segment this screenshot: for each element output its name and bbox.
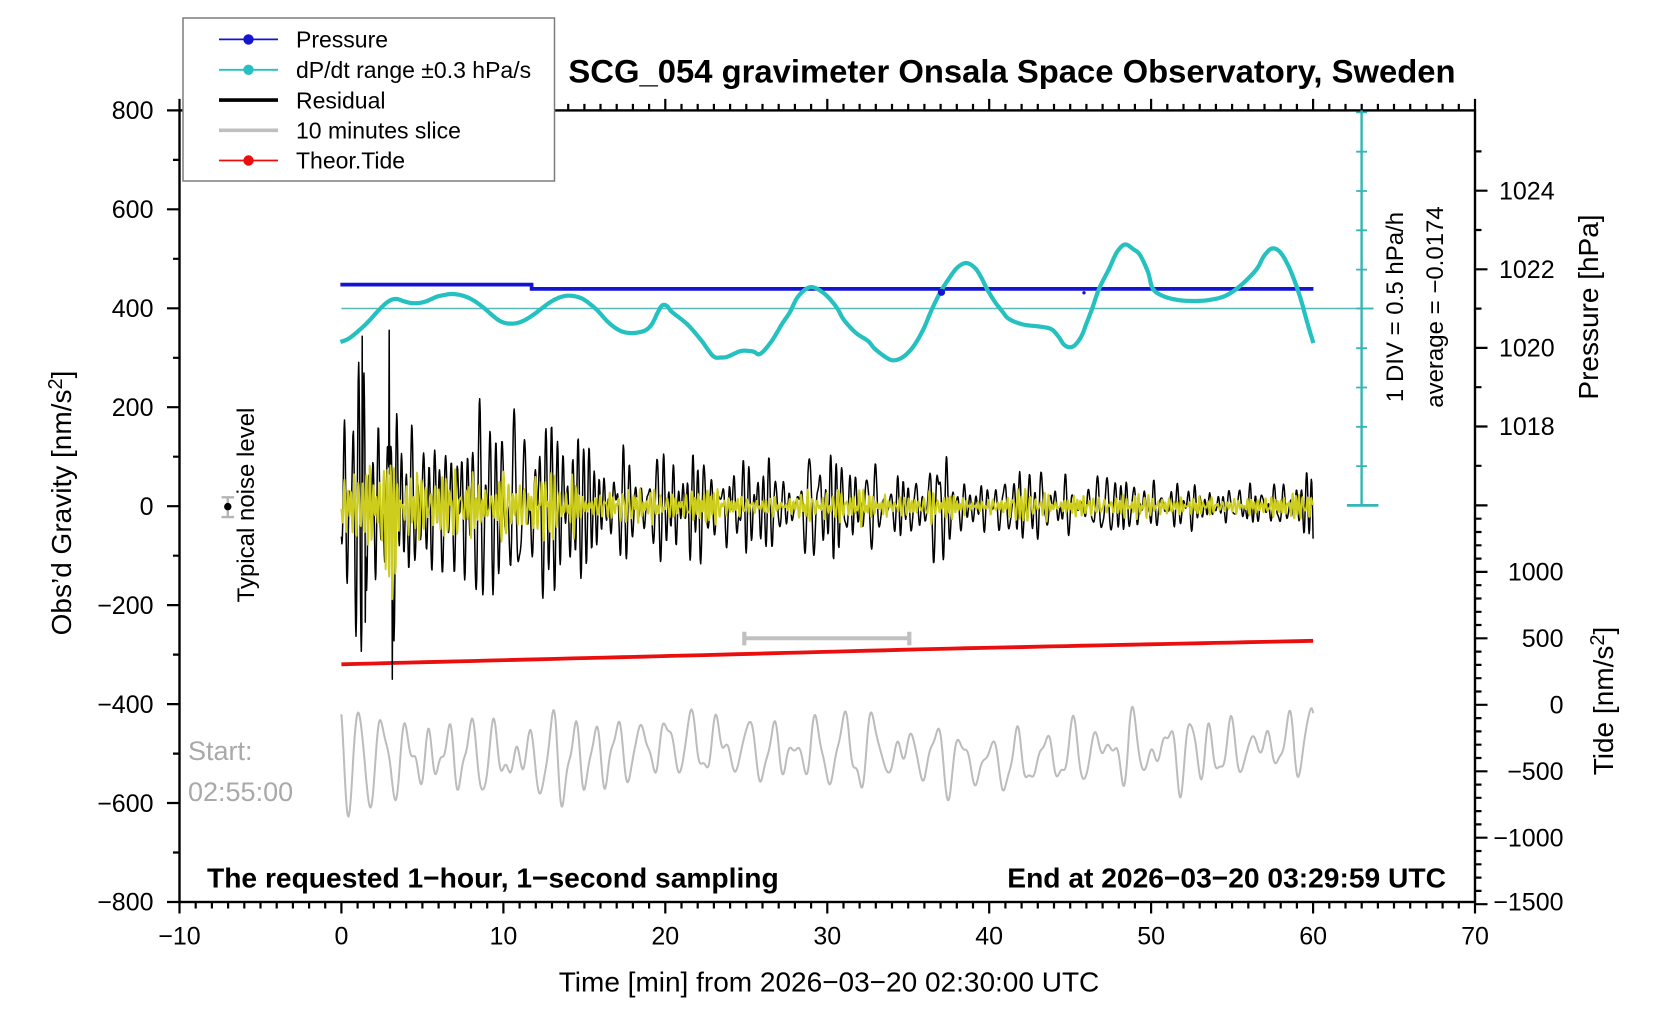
svg-text:500: 500 (1522, 625, 1564, 653)
svg-text:400: 400 (112, 295, 154, 323)
svg-text:1018: 1018 (1499, 413, 1555, 441)
svg-text:40: 40 (975, 923, 1003, 951)
svg-text:10: 10 (489, 923, 517, 951)
svg-text:−500: −500 (1507, 758, 1563, 786)
svg-text:1022: 1022 (1499, 256, 1555, 284)
svg-text:average = −0.0174: average = −0.0174 (1422, 206, 1449, 408)
svg-text:1024: 1024 (1499, 177, 1555, 205)
svg-text:800: 800 (112, 97, 154, 125)
svg-text:−10: −10 (158, 923, 200, 951)
svg-text:Residual: Residual (296, 87, 386, 113)
svg-text:End at 2026−03−20 03:29:59 UTC: End at 2026−03−20 03:29:59 UTC (1007, 862, 1446, 894)
svg-text:0: 0 (334, 923, 348, 951)
svg-text:Typical noise level: Typical noise level (233, 408, 260, 603)
svg-text:1020: 1020 (1499, 335, 1555, 363)
svg-text:dP/dt range ±0.3 hPa/s: dP/dt range ±0.3 hPa/s (296, 57, 531, 83)
svg-text:1 DIV = 0.5 hPa/h: 1 DIV = 0.5 hPa/h (1382, 212, 1409, 402)
svg-text:Obs’d Gravity [nm/s2]: Obs’d Gravity [nm/s2] (45, 371, 77, 636)
svg-text:Pressure: Pressure (296, 27, 388, 53)
svg-text:Theor.Tide: Theor.Tide (296, 148, 405, 174)
svg-text:10 minutes slice: 10 minutes slice (296, 118, 461, 144)
svg-text:Tide [nm/s2]: Tide [nm/s2] (1587, 627, 1619, 776)
svg-text:SCG_054 gravimeter Onsala Spac: SCG_054 gravimeter Onsala Space Observat… (568, 53, 1455, 90)
svg-text:Pressure [hPa]: Pressure [hPa] (1573, 214, 1604, 399)
svg-text:−1500: −1500 (1493, 889, 1563, 917)
svg-text:−800: −800 (97, 889, 153, 917)
svg-text:70: 70 (1461, 923, 1489, 951)
svg-text:200: 200 (112, 394, 154, 422)
svg-text:Time [min] from 2026−03−20 02:: Time [min] from 2026−03−20 02:30:00 UTC (559, 966, 1100, 997)
svg-text:60: 60 (1299, 923, 1327, 951)
svg-text:−600: −600 (97, 790, 153, 818)
svg-text:1000: 1000 (1508, 559, 1564, 587)
svg-text:50: 50 (1137, 923, 1165, 951)
svg-text:Start:: Start: (188, 736, 253, 766)
svg-text:30: 30 (813, 923, 841, 951)
svg-text:0: 0 (140, 493, 154, 521)
svg-text:−200: −200 (97, 592, 153, 620)
svg-text:−1000: −1000 (1493, 824, 1563, 852)
svg-text:The requested 1−hour, 1−second: The requested 1−hour, 1−second sampling (207, 862, 779, 894)
svg-text:20: 20 (651, 923, 679, 951)
svg-text:0: 0 (1550, 692, 1564, 720)
svg-text:600: 600 (112, 196, 154, 224)
svg-text:−400: −400 (97, 691, 153, 719)
svg-text:02:55:00: 02:55:00 (188, 777, 293, 807)
